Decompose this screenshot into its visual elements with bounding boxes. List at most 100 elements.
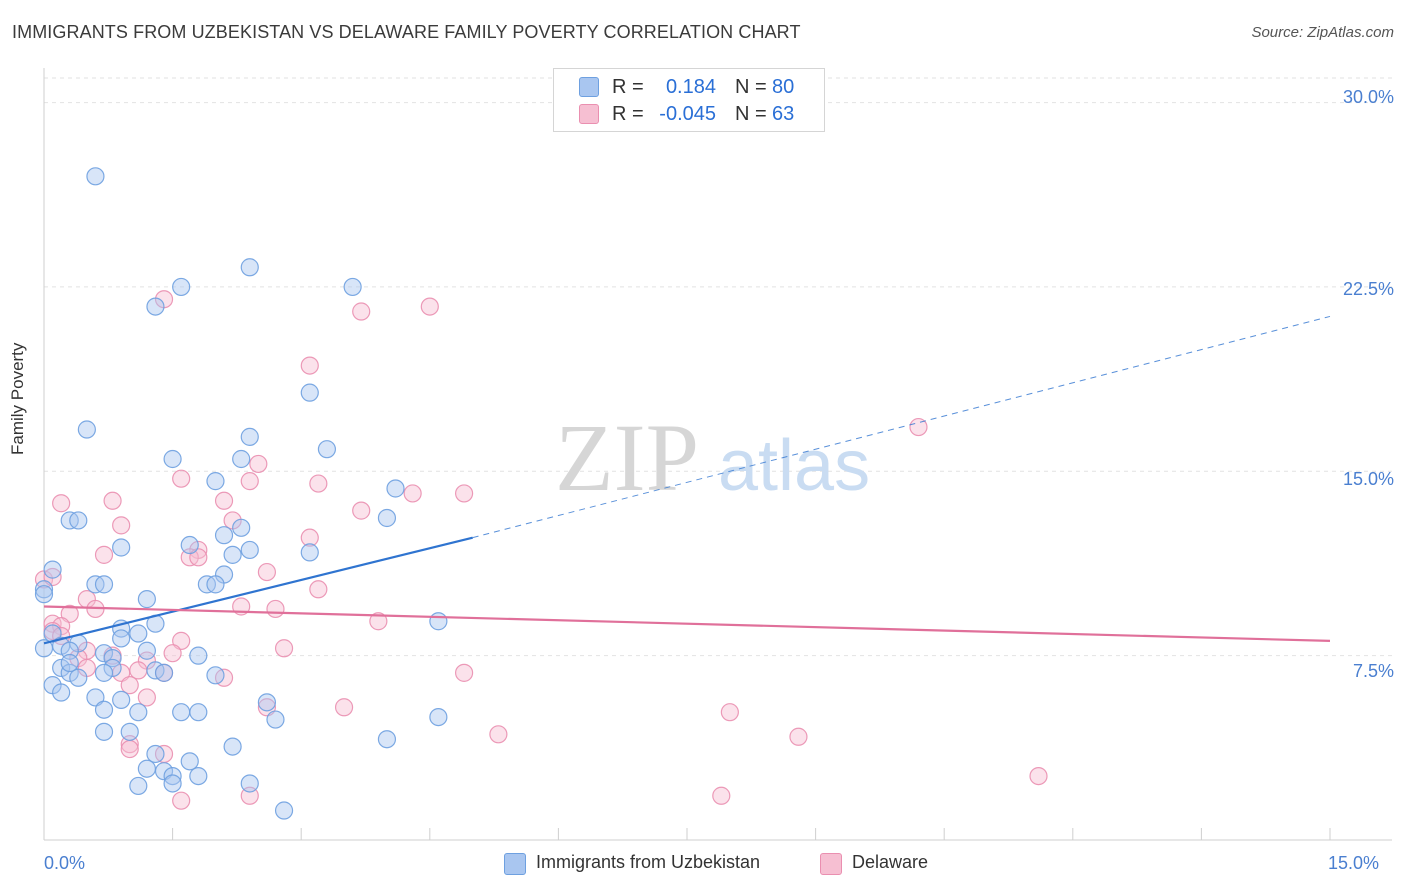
- stats-row-uzbekistan: R = 0.184 N = 80: [554, 74, 824, 100]
- data-point: [129, 776, 148, 796]
- data-point: [112, 516, 131, 535]
- stats-box: R = 0.184 N = 80 R = -0.045 N = 63: [553, 68, 825, 132]
- data-point: [94, 644, 114, 663]
- pink-swatch: [820, 853, 842, 875]
- data-point: [112, 690, 131, 709]
- data-point: [163, 644, 182, 663]
- data-point: [103, 658, 122, 678]
- data-point: [214, 491, 234, 510]
- data-point: [129, 661, 148, 680]
- data-point: [309, 474, 328, 493]
- data-point: [189, 548, 208, 567]
- data-point: [180, 535, 199, 555]
- data-point: [214, 526, 234, 545]
- data-point: [223, 737, 242, 756]
- data-point: [266, 599, 285, 619]
- data-point: [137, 759, 156, 778]
- data-point: [112, 538, 131, 557]
- data-point: [94, 722, 114, 741]
- data-point: [60, 663, 79, 682]
- data-point: [249, 454, 268, 474]
- data-point: [94, 575, 114, 594]
- data-point: [69, 511, 88, 530]
- data-point: [454, 484, 474, 503]
- data-point: [274, 801, 294, 820]
- data-point: [34, 585, 54, 604]
- data-point: [240, 472, 259, 491]
- data-point: [129, 703, 148, 722]
- data-point: [1029, 766, 1048, 786]
- data-point: [189, 646, 208, 665]
- data-point: [317, 440, 337, 459]
- data-point: [69, 668, 88, 687]
- data-point: [300, 356, 319, 375]
- data-point: [154, 762, 174, 781]
- chart-title: IMMIGRANTS FROM UZBEKISTAN VS DELAWARE F…: [12, 22, 801, 42]
- data-point: [146, 297, 165, 316]
- data-point: [154, 663, 174, 682]
- data-point: [52, 683, 71, 702]
- watermark-atlas: atlas: [718, 426, 870, 506]
- blue-swatch: [579, 77, 599, 97]
- data-point: [112, 629, 131, 648]
- data-point: [343, 277, 362, 297]
- data-point: [352, 302, 371, 321]
- data-point: [52, 494, 71, 513]
- data-point: [189, 703, 208, 722]
- r-label: R =: [612, 103, 644, 125]
- data-point: [223, 545, 242, 564]
- data-point: [86, 167, 105, 186]
- x-tick-label: 15.0%: [1328, 853, 1380, 873]
- data-point: [369, 612, 388, 631]
- delaware-trend-line: [43, 605, 1331, 642]
- data-point: [300, 383, 319, 402]
- y-tick-label: 22.5%: [1342, 279, 1394, 299]
- data-point: [240, 540, 259, 560]
- source-credit: Source: ZipAtlas.com: [1251, 24, 1394, 41]
- data-point: [137, 590, 156, 609]
- trend-lines: [43, 315, 1331, 645]
- x-tick-label: 0.0%: [44, 853, 86, 873]
- data-point: [257, 562, 277, 582]
- data-point: [43, 560, 62, 579]
- legend-label: Delaware: [852, 852, 929, 872]
- data-point: [300, 528, 319, 547]
- stats-row-delaware: R = -0.045 N = 63: [554, 101, 824, 127]
- data-point: [94, 700, 114, 719]
- data-point: [257, 693, 277, 712]
- watermark-zip: ZIP: [555, 404, 699, 511]
- n-value: 63: [772, 103, 795, 125]
- data-point: [172, 703, 191, 722]
- data-point: [163, 774, 182, 793]
- data-point: [454, 663, 474, 682]
- data-point: [300, 543, 319, 562]
- data-point: [94, 663, 114, 682]
- data-point: [377, 730, 397, 749]
- data-point: [120, 722, 139, 741]
- data-point: [420, 297, 439, 316]
- data-point: [232, 449, 251, 469]
- data-point: [163, 766, 182, 786]
- data-point: [60, 653, 79, 673]
- data-point: [403, 484, 422, 503]
- data-point: [274, 639, 294, 658]
- data-point: [429, 707, 448, 727]
- n-value: 80: [772, 76, 795, 98]
- data-point: [257, 698, 277, 717]
- data-point: [334, 698, 354, 717]
- data-point: [232, 518, 251, 537]
- data-point: [137, 688, 156, 707]
- data-point: [103, 649, 122, 668]
- n-label: N =: [735, 76, 767, 98]
- legend-label: Immigrants from Uzbekistan: [536, 852, 761, 872]
- data-point: [489, 725, 508, 744]
- y-tick-label: 7.5%: [1352, 661, 1394, 681]
- data-point: [206, 666, 225, 685]
- data-point: [34, 580, 54, 599]
- data-point: [712, 786, 731, 805]
- data-point: [720, 703, 739, 722]
- data-point: [163, 449, 182, 469]
- gridlines: [44, 77, 1392, 657]
- data-point: [172, 631, 191, 650]
